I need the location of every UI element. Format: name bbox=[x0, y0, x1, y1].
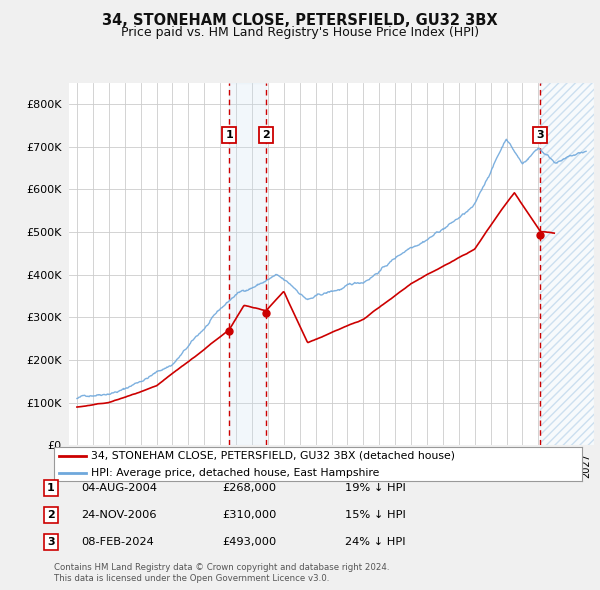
Text: Price paid vs. HM Land Registry's House Price Index (HPI): Price paid vs. HM Land Registry's House … bbox=[121, 26, 479, 39]
Text: 04-AUG-2004: 04-AUG-2004 bbox=[81, 483, 157, 493]
Text: 34, STONEHAM CLOSE, PETERSFIELD, GU32 3BX (detached house): 34, STONEHAM CLOSE, PETERSFIELD, GU32 3B… bbox=[91, 451, 455, 461]
Text: 08-FEB-2024: 08-FEB-2024 bbox=[81, 537, 154, 547]
Text: 1: 1 bbox=[226, 130, 233, 140]
Text: £493,000: £493,000 bbox=[222, 537, 276, 547]
Text: 3: 3 bbox=[536, 130, 544, 140]
Text: This data is licensed under the Open Government Licence v3.0.: This data is licensed under the Open Gov… bbox=[54, 574, 329, 583]
Text: 15% ↓ HPI: 15% ↓ HPI bbox=[345, 510, 406, 520]
Text: 3: 3 bbox=[47, 537, 55, 547]
Bar bbox=[540, 83, 594, 445]
Text: 2: 2 bbox=[262, 130, 270, 140]
Text: 2: 2 bbox=[47, 510, 55, 520]
Text: HPI: Average price, detached house, East Hampshire: HPI: Average price, detached house, East… bbox=[91, 468, 379, 478]
Text: £268,000: £268,000 bbox=[222, 483, 276, 493]
Bar bbox=[229, 83, 266, 445]
Text: £310,000: £310,000 bbox=[222, 510, 277, 520]
Bar bbox=[540, 83, 594, 445]
Text: 24% ↓ HPI: 24% ↓ HPI bbox=[345, 537, 406, 547]
Text: 19% ↓ HPI: 19% ↓ HPI bbox=[345, 483, 406, 493]
Text: 24-NOV-2006: 24-NOV-2006 bbox=[81, 510, 157, 520]
Text: 34, STONEHAM CLOSE, PETERSFIELD, GU32 3BX: 34, STONEHAM CLOSE, PETERSFIELD, GU32 3B… bbox=[102, 13, 498, 28]
Text: 1: 1 bbox=[47, 483, 55, 493]
Text: Contains HM Land Registry data © Crown copyright and database right 2024.: Contains HM Land Registry data © Crown c… bbox=[54, 563, 389, 572]
Bar bbox=[540, 83, 594, 445]
